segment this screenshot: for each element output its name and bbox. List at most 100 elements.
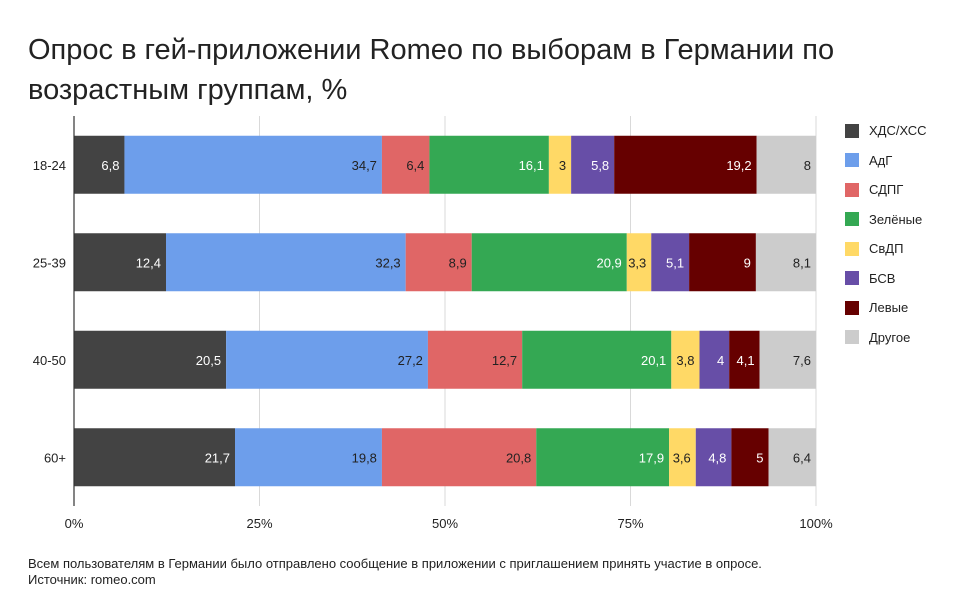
data-label: 5,8 bbox=[591, 158, 609, 173]
data-label: 6,8 bbox=[101, 158, 119, 173]
x-tick-label: 100% bbox=[799, 516, 833, 531]
bar-segment bbox=[756, 135, 816, 194]
bar-segment bbox=[671, 330, 700, 389]
data-label: 6,4 bbox=[406, 158, 424, 173]
legend-item: СвДП bbox=[845, 234, 957, 264]
bar-segment bbox=[729, 330, 760, 389]
data-label: 4,8 bbox=[708, 450, 726, 465]
footnote-source: Источник: romeo.com bbox=[28, 572, 156, 587]
legend-label: Левые bbox=[869, 300, 909, 316]
x-tick-label: 50% bbox=[432, 516, 458, 531]
bar-segment bbox=[695, 428, 732, 487]
legend-swatch bbox=[845, 241, 859, 256]
legend-label: СвДП bbox=[869, 241, 904, 257]
legend-swatch bbox=[845, 123, 859, 138]
bar-segment bbox=[74, 428, 236, 487]
bar-segment bbox=[226, 330, 428, 389]
y-tick-label: 60+ bbox=[44, 450, 66, 465]
legend-label: Другое bbox=[869, 329, 911, 345]
legend-swatch bbox=[845, 300, 859, 315]
legend-swatch bbox=[845, 153, 859, 168]
x-tick-label: 25% bbox=[246, 516, 272, 531]
data-label: 20,9 bbox=[596, 255, 621, 270]
data-label: 3 bbox=[559, 158, 566, 173]
bar-segment bbox=[571, 135, 615, 194]
legend: ХДС/ХСС АдГ СДПГ Зелёные СвДП БСВ Левые Другое bbox=[845, 116, 957, 352]
y-axis: 18-24 25-39 40-50 60+ bbox=[33, 116, 75, 506]
data-label: 19,2 bbox=[726, 158, 751, 173]
data-label: 12,4 bbox=[136, 255, 161, 270]
bar-segment bbox=[699, 330, 730, 389]
data-label: 20,1 bbox=[641, 353, 666, 368]
data-label: 3,3 bbox=[628, 255, 646, 270]
bar-segment bbox=[166, 233, 406, 292]
bar-segment bbox=[759, 330, 816, 389]
data-label: 9 bbox=[744, 255, 751, 270]
data-label: 20,8 bbox=[506, 450, 531, 465]
data-label: 3,8 bbox=[676, 353, 694, 368]
legend-label: Зелёные bbox=[869, 211, 923, 227]
data-label: 17,9 bbox=[639, 450, 664, 465]
bar-segment bbox=[755, 233, 816, 292]
x-axis: 0% 25% 50% 75% 100% bbox=[65, 516, 833, 531]
bar-segment bbox=[471, 233, 627, 292]
bar-segment bbox=[74, 135, 125, 194]
bar-segment bbox=[381, 135, 430, 194]
chart-title: Опрос в гей-приложении Romeo по выборам … bbox=[28, 34, 835, 106]
bar-segment bbox=[626, 233, 652, 292]
data-label: 16,1 bbox=[519, 158, 544, 173]
data-label: 8,9 bbox=[449, 255, 467, 270]
bar-segment bbox=[614, 135, 757, 194]
legend-item: ХДС/ХСС bbox=[845, 116, 957, 146]
data-label: 5 bbox=[756, 450, 763, 465]
bar-segment bbox=[381, 428, 537, 487]
footnote-note: Всем пользователям в Германии было отпра… bbox=[28, 556, 762, 571]
legend-label: БСВ bbox=[869, 270, 896, 286]
data-label: 20,5 bbox=[196, 353, 221, 368]
data-label: 5,1 bbox=[666, 255, 684, 270]
legend-item: СДПГ bbox=[845, 175, 957, 205]
legend-label: ХДС/ХСС bbox=[869, 123, 927, 139]
data-label: 6,4 bbox=[793, 450, 811, 465]
bar-segment bbox=[74, 330, 227, 389]
data-label: 7,6 bbox=[793, 353, 811, 368]
data-label: 4 bbox=[717, 353, 724, 368]
legend-item: Другое bbox=[845, 323, 957, 353]
data-label: 21,7 bbox=[205, 450, 230, 465]
legend-item: БСВ bbox=[845, 264, 957, 294]
bar-segment bbox=[124, 135, 382, 194]
bar-segment bbox=[405, 233, 472, 292]
x-tick-label: 75% bbox=[617, 516, 643, 531]
bar-segment bbox=[669, 428, 696, 487]
data-label: 8 bbox=[804, 158, 811, 173]
bar-segment bbox=[74, 233, 167, 292]
legend-item: Зелёные bbox=[845, 205, 957, 235]
data-label: 8,1 bbox=[793, 255, 811, 270]
legend-swatch bbox=[845, 271, 859, 286]
bar-segment bbox=[427, 330, 523, 389]
legend-swatch bbox=[845, 212, 859, 227]
data-label: 12,7 bbox=[492, 353, 517, 368]
legend-swatch bbox=[845, 182, 859, 197]
legend-item: АдГ bbox=[845, 146, 957, 176]
bar-segment bbox=[548, 135, 572, 194]
y-tick-label: 40-50 bbox=[33, 353, 66, 368]
bar-labels: 6,8 34,7 6,4 16,1 3 5,8 19,2 8 12,4 32,3 8,9 20,9 3,… bbox=[101, 158, 811, 466]
bars bbox=[74, 135, 816, 487]
data-label: 4,1 bbox=[737, 353, 755, 368]
y-tick-label: 18-24 bbox=[33, 158, 66, 173]
footnote: Всем пользователям в Германии было отпра… bbox=[28, 556, 928, 588]
x-tick-label: 0% bbox=[65, 516, 84, 531]
legend-label: АдГ bbox=[869, 152, 893, 168]
data-label: 32,3 bbox=[375, 255, 400, 270]
bar-segment bbox=[522, 330, 672, 389]
data-label: 27,2 bbox=[398, 353, 423, 368]
bar-segment bbox=[536, 428, 670, 487]
bar-segment bbox=[768, 428, 816, 487]
stacked-bar-chart: 6,8 34,7 6,4 16,1 3 5,8 19,2 8 12,4 32,3 8,9 20,9 3,… bbox=[33, 116, 833, 531]
bar-segment bbox=[235, 428, 382, 487]
bar-segment bbox=[731, 428, 769, 487]
y-tick-label: 25-39 bbox=[33, 255, 66, 270]
data-label: 19,8 bbox=[352, 450, 377, 465]
data-label: 34,7 bbox=[352, 158, 377, 173]
